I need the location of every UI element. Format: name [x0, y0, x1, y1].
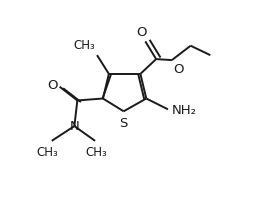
Text: NH₂: NH₂	[172, 104, 197, 117]
Text: S: S	[120, 117, 128, 130]
Text: CH₃: CH₃	[73, 39, 95, 52]
Text: CH₃: CH₃	[86, 146, 108, 159]
Text: O: O	[173, 63, 183, 76]
Text: O: O	[137, 26, 147, 39]
Text: O: O	[47, 79, 58, 92]
Text: CH₃: CH₃	[37, 146, 58, 159]
Text: N: N	[69, 120, 79, 133]
